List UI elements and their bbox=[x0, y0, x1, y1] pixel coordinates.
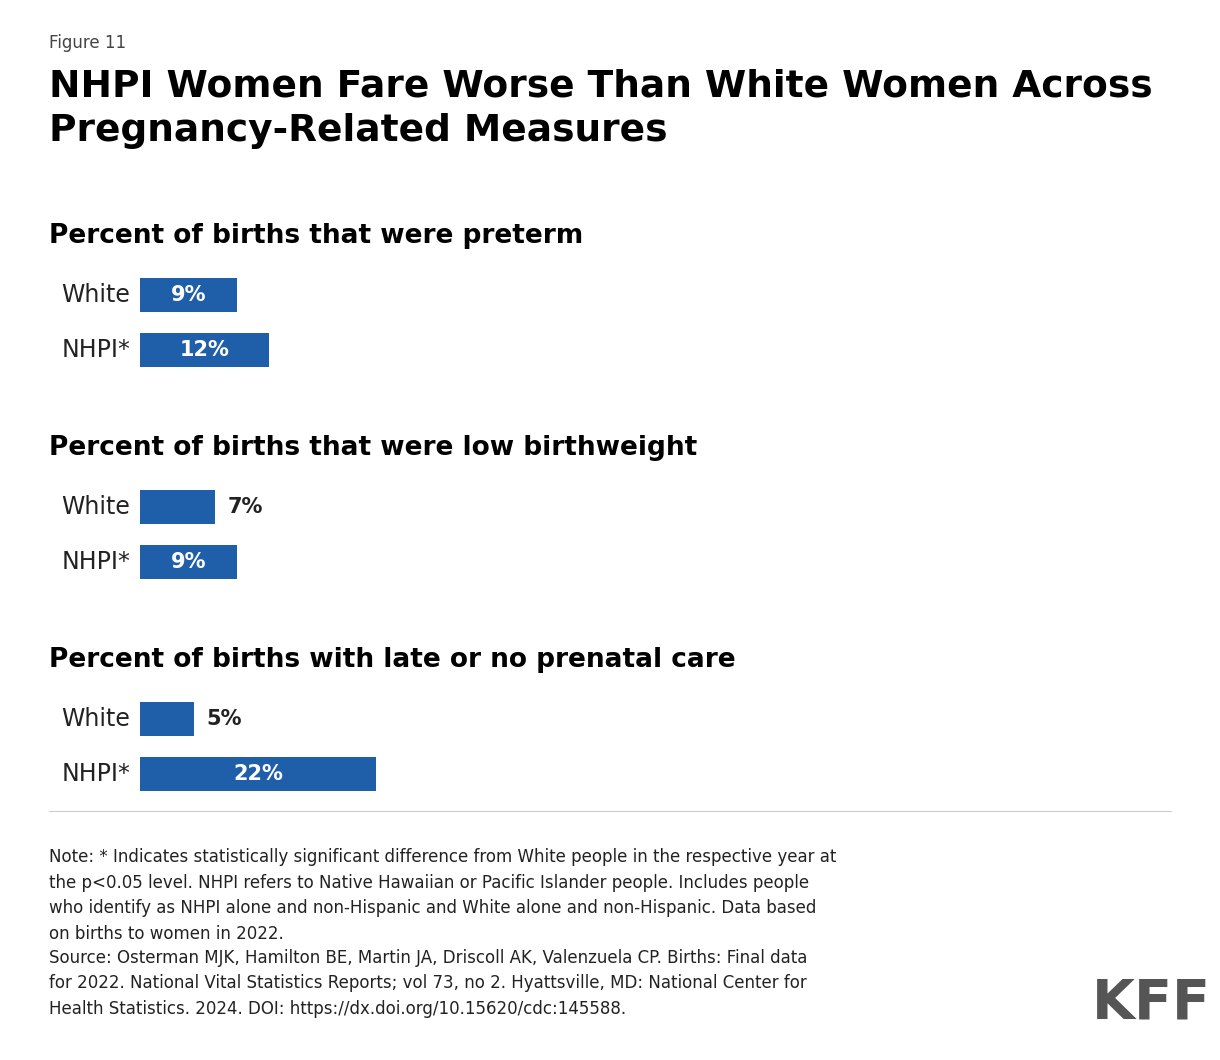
Text: NHPI Women Fare Worse Than White Women Across: NHPI Women Fare Worse Than White Women A… bbox=[49, 69, 1153, 105]
Text: White: White bbox=[62, 283, 131, 306]
Text: White: White bbox=[62, 707, 131, 730]
Text: 5%: 5% bbox=[206, 709, 242, 728]
Text: 12%: 12% bbox=[179, 340, 229, 359]
Text: 9%: 9% bbox=[171, 552, 206, 571]
Text: White: White bbox=[62, 495, 131, 518]
Text: NHPI*: NHPI* bbox=[62, 550, 131, 573]
Text: Note: * Indicates statistically significant difference from White people in the : Note: * Indicates statistically signific… bbox=[49, 848, 836, 943]
Text: KFF: KFF bbox=[1092, 976, 1211, 1030]
Text: Percent of births with late or no prenatal care: Percent of births with late or no prenat… bbox=[49, 647, 736, 673]
Text: Percent of births that were preterm: Percent of births that were preterm bbox=[49, 223, 583, 249]
Text: 7%: 7% bbox=[228, 497, 264, 516]
Text: Figure 11: Figure 11 bbox=[49, 34, 126, 52]
Text: NHPI*: NHPI* bbox=[62, 762, 131, 785]
Text: Pregnancy-Related Measures: Pregnancy-Related Measures bbox=[49, 113, 667, 149]
Text: Percent of births that were low birthweight: Percent of births that were low birthwei… bbox=[49, 435, 697, 461]
Text: Source: Osterman MJK, Hamilton BE, Martin JA, Driscoll AK, Valenzuela CP. Births: Source: Osterman MJK, Hamilton BE, Marti… bbox=[49, 949, 808, 1018]
Text: NHPI*: NHPI* bbox=[62, 338, 131, 361]
Text: 9%: 9% bbox=[171, 285, 206, 304]
Text: 22%: 22% bbox=[233, 764, 283, 783]
